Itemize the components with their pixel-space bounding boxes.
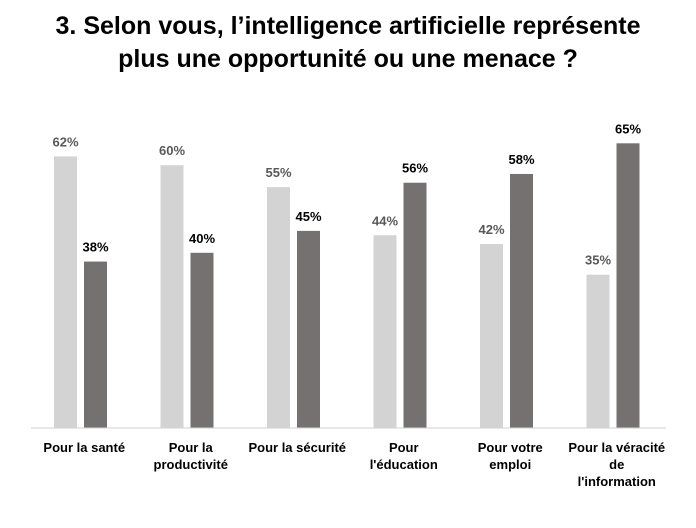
labels-layer: 62% 38% 60% 40% 55% 45% 44% 56% 42% 58% 35% 65% [52,121,641,267]
bar-s1-c3 [267,187,290,428]
category-label-c6-line1: Pour la véracité [568,440,665,455]
bar-s1-c1 [54,156,77,428]
category-label-c1-line1: Pour la santé [43,440,125,455]
data-label-s2-c6: 65% [615,121,641,136]
bar-s2-c6 [616,143,640,429]
bar-s2-c5 [510,173,533,428]
bar-s2-c4 [403,182,427,428]
data-label-s2-c5: 58% [508,152,534,167]
data-label-s1-c3: 55% [265,165,291,180]
category-label-c4-line1: Pour [389,440,419,455]
chart-title-line-2: plus une opportunité ou une menace ? [118,45,578,73]
data-label-s1-c4: 44% [372,213,398,228]
category-labels: Pour la santé Pour la productivité Pour la … [43,440,665,489]
bar-s1-c2 [160,165,184,428]
chart-title-line-1: 3. Selon vous, l’intelligence artificiel… [56,12,641,40]
data-label-s2-c2: 40% [189,231,215,246]
category-label-c6-line3: l'information [578,474,656,489]
data-label-s1-c5: 42% [478,222,504,237]
bar-s2-c2 [190,252,214,428]
data-label-s1-c6: 35% [585,253,611,268]
category-label-c6-line2: de [609,457,624,472]
data-label-s1-c2: 60% [159,143,185,158]
category-label-c5-line1: Pour votre [478,440,543,455]
bar-s1-c5 [480,244,503,428]
category-label-c5-line2: emploi [489,457,531,472]
data-label-s2-c1: 38% [82,240,108,255]
category-label-c4-line2: l'éducation [370,457,438,472]
bars-layer [54,143,640,429]
bar-s1-c4 [373,235,397,428]
bar-s1-c6 [586,274,610,428]
category-label-c2-line1: Pour la [169,440,214,455]
category-label-c3-line1: Pour la sécurité [248,440,346,455]
bar-s2-c3 [297,230,320,428]
data-label-s2-c3: 45% [295,209,321,224]
data-label-s2-c4: 56% [402,161,428,176]
bar-s2-c1 [84,261,107,428]
category-label-c2-line2: productivité [154,457,228,472]
data-label-s1-c1: 62% [52,134,78,149]
